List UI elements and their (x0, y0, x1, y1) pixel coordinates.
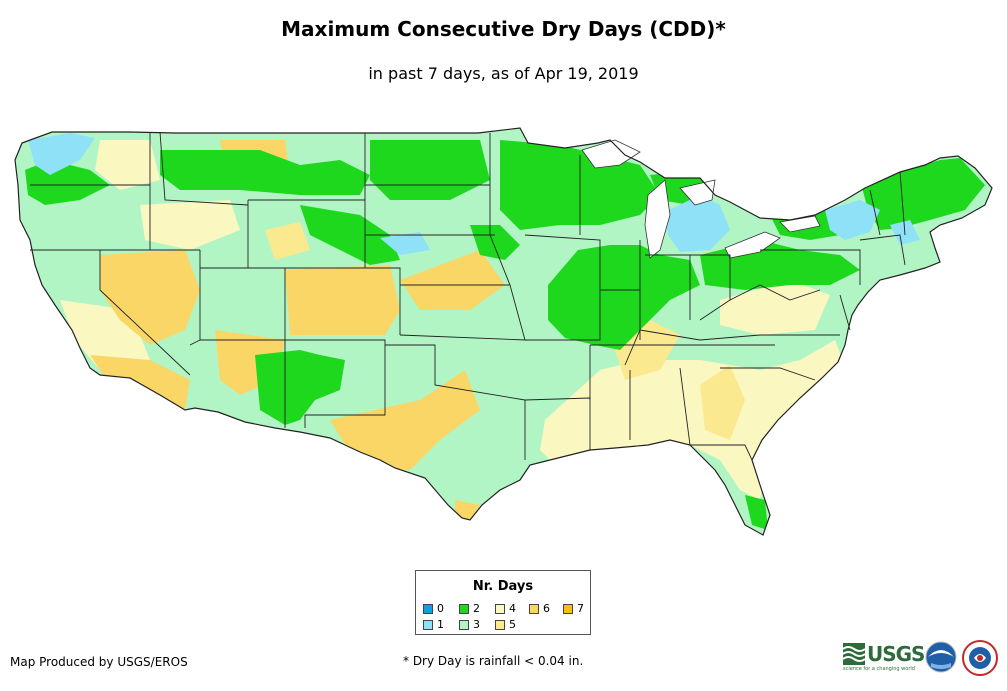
legend-label: 6 (543, 602, 550, 615)
legend-item-2: 2 (459, 602, 480, 615)
legend-swatch (495, 619, 505, 630)
legend-swatch (563, 603, 573, 614)
legend-item-6: 6 (529, 602, 550, 615)
legend-item-1: 1 (423, 618, 444, 631)
usgs-logo: USGS science for a changing world (843, 642, 925, 672)
legend-label: 4 (509, 602, 516, 615)
legend-title: Nr. Days (472, 579, 534, 594)
nws-logo (962, 640, 998, 676)
usgs-wave-icon (843, 643, 865, 665)
noaa-logo (925, 641, 957, 673)
legend-swatch (459, 619, 469, 630)
legend-swatch (529, 603, 539, 614)
legend-item-0: 0 (423, 602, 444, 615)
usgs-wordmark: USGS (867, 642, 925, 666)
legend-swatch (459, 603, 469, 614)
legend-label: 0 (437, 602, 444, 615)
dry-day-footnote: * Dry Day is rainfall < 0.04 in. (403, 654, 584, 668)
map-title: Maximum Consecutive Dry Days (CDD)* (281, 17, 726, 41)
legend-label: 5 (509, 618, 516, 631)
legend-label: 1 (437, 618, 444, 631)
legend-item-7: 7 (563, 602, 584, 615)
legend-item-3: 3 (459, 618, 480, 631)
legend-item-5: 5 (495, 618, 516, 631)
legend-label: 3 (473, 618, 480, 631)
legend-swatch (495, 603, 505, 614)
usgs-tagline: science for a changing world (843, 666, 915, 672)
map-legend: Nr. Days 0 1 2 3 4 5 6 7 (415, 570, 591, 635)
legend-swatch (423, 603, 433, 614)
map-credit: Map Produced by USGS/EROS (10, 655, 188, 669)
legend-swatch (423, 619, 433, 630)
legend-item-4: 4 (495, 602, 516, 615)
map-subtitle: in past 7 days, as of Apr 19, 2019 (368, 64, 639, 83)
legend-label: 2 (473, 602, 480, 615)
legend-label: 7 (577, 602, 584, 615)
